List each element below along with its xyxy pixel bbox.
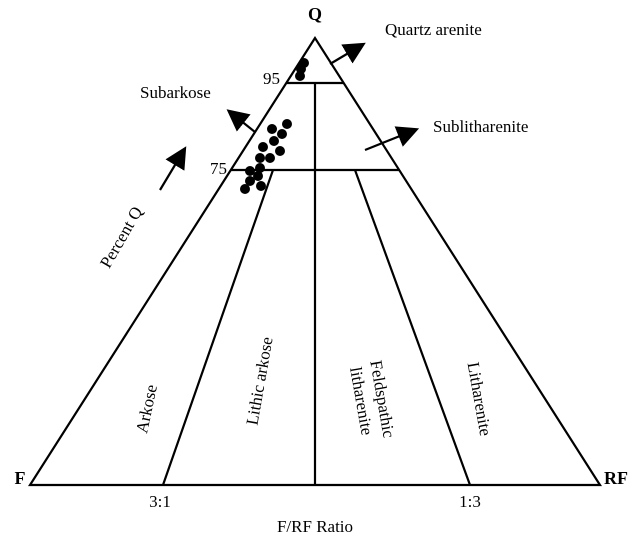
- apex-label: F: [15, 468, 26, 488]
- field-label: Litharenite: [464, 361, 496, 438]
- arrow: [226, 109, 256, 133]
- point: [277, 129, 287, 139]
- point: [275, 146, 285, 156]
- sample-points: [240, 58, 309, 194]
- field-label: Lithic arkose: [242, 335, 276, 426]
- point: [245, 166, 255, 176]
- arrow: [329, 42, 366, 65]
- apex-label: Q: [308, 4, 322, 24]
- point: [255, 163, 265, 173]
- ratio-tick: 1:3: [459, 492, 481, 511]
- point: [253, 171, 263, 181]
- field-label: Arkose: [132, 383, 161, 435]
- arrow: [159, 146, 187, 191]
- point: [258, 142, 268, 152]
- arrows: [159, 42, 420, 191]
- divider-left: [161, 169, 275, 486]
- point: [255, 153, 265, 163]
- field-label: Quartz arenite: [385, 20, 482, 39]
- axis-label: F/RF Ratio: [277, 517, 353, 536]
- field-label: Sublitharenite: [433, 117, 528, 136]
- ratio-tick: 3:1: [149, 492, 171, 511]
- point: [267, 124, 277, 134]
- field-label: Subarkose: [140, 83, 211, 102]
- point: [269, 136, 279, 146]
- arrow: [364, 126, 420, 152]
- divider-right: [353, 169, 472, 486]
- point: [265, 153, 275, 163]
- point: [282, 119, 292, 129]
- q-level: 95: [263, 69, 280, 88]
- q-level: 75: [210, 159, 227, 178]
- apex-label: RF: [604, 468, 628, 488]
- point: [295, 71, 305, 81]
- axis-label: Percent Q: [96, 203, 146, 271]
- point: [240, 184, 250, 194]
- point: [256, 181, 266, 191]
- point: [245, 176, 255, 186]
